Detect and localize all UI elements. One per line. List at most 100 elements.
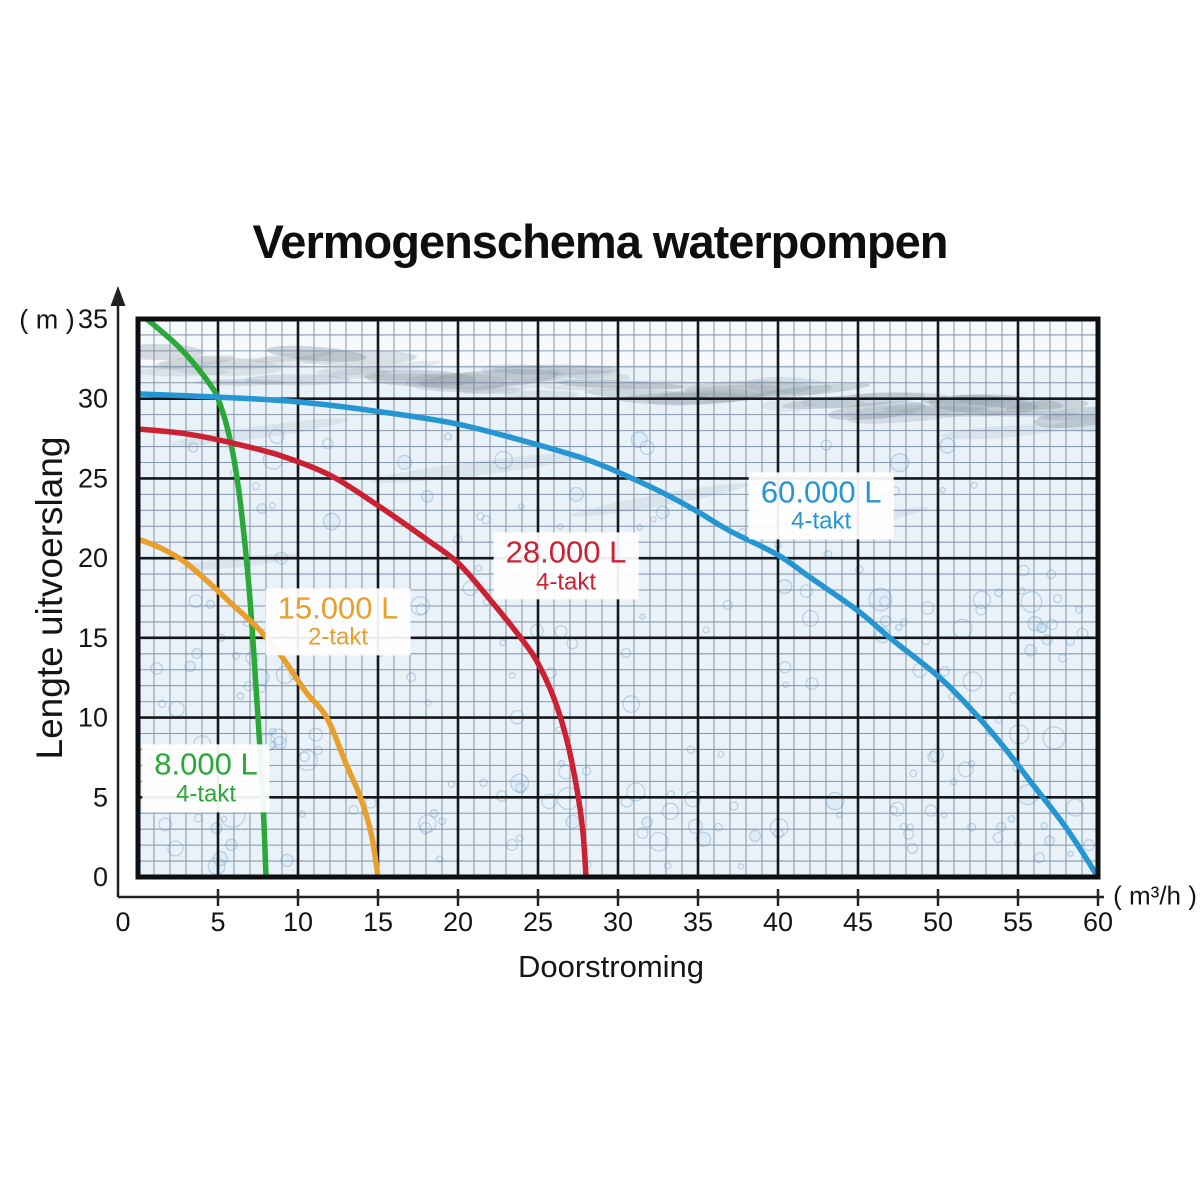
bubble bbox=[273, 735, 287, 750]
wave-blob bbox=[328, 360, 441, 376]
bubble bbox=[962, 671, 983, 692]
bubble bbox=[515, 834, 524, 842]
x-tick-label: 45 bbox=[843, 907, 873, 937]
wave-blob bbox=[1005, 399, 1089, 414]
bubble bbox=[1067, 850, 1074, 858]
bubble bbox=[948, 693, 956, 701]
bubble bbox=[322, 437, 334, 450]
curve-8-000-l bbox=[144, 319, 269, 877]
bubble bbox=[967, 760, 976, 768]
bubble bbox=[777, 579, 793, 595]
bubble bbox=[778, 661, 792, 674]
bubble bbox=[508, 672, 516, 680]
bubble bbox=[236, 692, 245, 701]
bubble bbox=[424, 699, 432, 707]
bubble bbox=[879, 615, 892, 628]
bubble bbox=[992, 832, 1004, 843]
bubble bbox=[475, 564, 483, 572]
bubble bbox=[620, 647, 632, 658]
bubble bbox=[256, 503, 268, 515]
bubble bbox=[1066, 798, 1085, 817]
wave-blob bbox=[419, 369, 560, 390]
wave-blob bbox=[543, 384, 637, 391]
bubble bbox=[994, 588, 1004, 598]
bubble bbox=[1020, 591, 1043, 613]
bubble bbox=[895, 623, 903, 632]
wave-blob bbox=[299, 350, 418, 366]
bubble bbox=[1007, 814, 1016, 823]
water-streak bbox=[840, 397, 1020, 419]
bubble bbox=[687, 818, 703, 834]
curve-60-000-l bbox=[138, 391, 1098, 877]
bubble bbox=[906, 823, 915, 831]
bubble bbox=[782, 681, 789, 689]
bubble bbox=[187, 442, 199, 453]
bubble bbox=[1036, 622, 1048, 634]
bubble bbox=[518, 503, 525, 510]
bubble bbox=[906, 842, 918, 854]
axes-layer bbox=[110, 286, 1104, 906]
bubble bbox=[150, 662, 163, 675]
bubble bbox=[476, 512, 485, 521]
wave-blob bbox=[585, 388, 709, 401]
curve-28-000-l bbox=[138, 426, 589, 877]
bubble bbox=[1027, 615, 1043, 632]
x-axis-title: Doorstroming bbox=[517, 949, 705, 984]
water-streak bbox=[460, 369, 620, 395]
wave-blob bbox=[684, 380, 813, 397]
wave-blob bbox=[882, 405, 1006, 417]
bubble bbox=[421, 490, 434, 503]
bubble bbox=[713, 822, 723, 832]
x-tick-label: 20 bbox=[443, 907, 473, 937]
bubble bbox=[348, 804, 359, 816]
bubble bbox=[157, 755, 175, 773]
bubble bbox=[269, 740, 278, 749]
water-streak bbox=[370, 452, 590, 484]
bubble bbox=[909, 769, 918, 778]
bubble bbox=[299, 751, 310, 763]
bubble bbox=[1074, 605, 1084, 614]
x-tick-label: 10 bbox=[283, 907, 313, 937]
bubble bbox=[514, 782, 527, 794]
bubble bbox=[1037, 623, 1047, 633]
bubble bbox=[655, 505, 670, 520]
bubble bbox=[436, 855, 444, 863]
bubble bbox=[1042, 726, 1066, 750]
bubble bbox=[308, 727, 323, 742]
bubble bbox=[280, 853, 294, 868]
bubble bbox=[899, 822, 908, 831]
bubble bbox=[860, 482, 868, 491]
y-tick-label: 10 bbox=[78, 703, 108, 733]
curves-layer bbox=[138, 319, 1098, 877]
bubble bbox=[639, 613, 646, 620]
bubble bbox=[158, 817, 173, 832]
bubble bbox=[479, 778, 488, 787]
wave-blob bbox=[190, 357, 321, 370]
y-tick-label: 0 bbox=[93, 862, 108, 892]
wave-blob bbox=[266, 345, 367, 362]
bubble bbox=[722, 599, 733, 610]
bubble bbox=[541, 793, 557, 810]
y-axis-arrowhead bbox=[110, 286, 126, 306]
bubble bbox=[650, 516, 657, 523]
bubble bbox=[825, 791, 845, 811]
y-axis-unit: ( m ) bbox=[19, 304, 75, 335]
y-tick-label: 35 bbox=[78, 304, 108, 334]
x-tick-label: 5 bbox=[210, 907, 225, 937]
bubble bbox=[167, 840, 184, 857]
bubble bbox=[1043, 835, 1055, 847]
bubble bbox=[443, 432, 453, 441]
x-tick-label: 0 bbox=[115, 907, 130, 937]
wave-blob bbox=[138, 367, 229, 377]
wave-blob bbox=[481, 363, 565, 382]
bubble bbox=[1053, 594, 1063, 604]
bubble bbox=[636, 827, 649, 840]
bubble bbox=[268, 428, 285, 445]
bubble bbox=[1041, 634, 1053, 646]
wave-blob bbox=[828, 401, 926, 421]
bubble bbox=[663, 861, 672, 870]
bubble bbox=[661, 802, 680, 820]
bubble bbox=[322, 512, 341, 531]
